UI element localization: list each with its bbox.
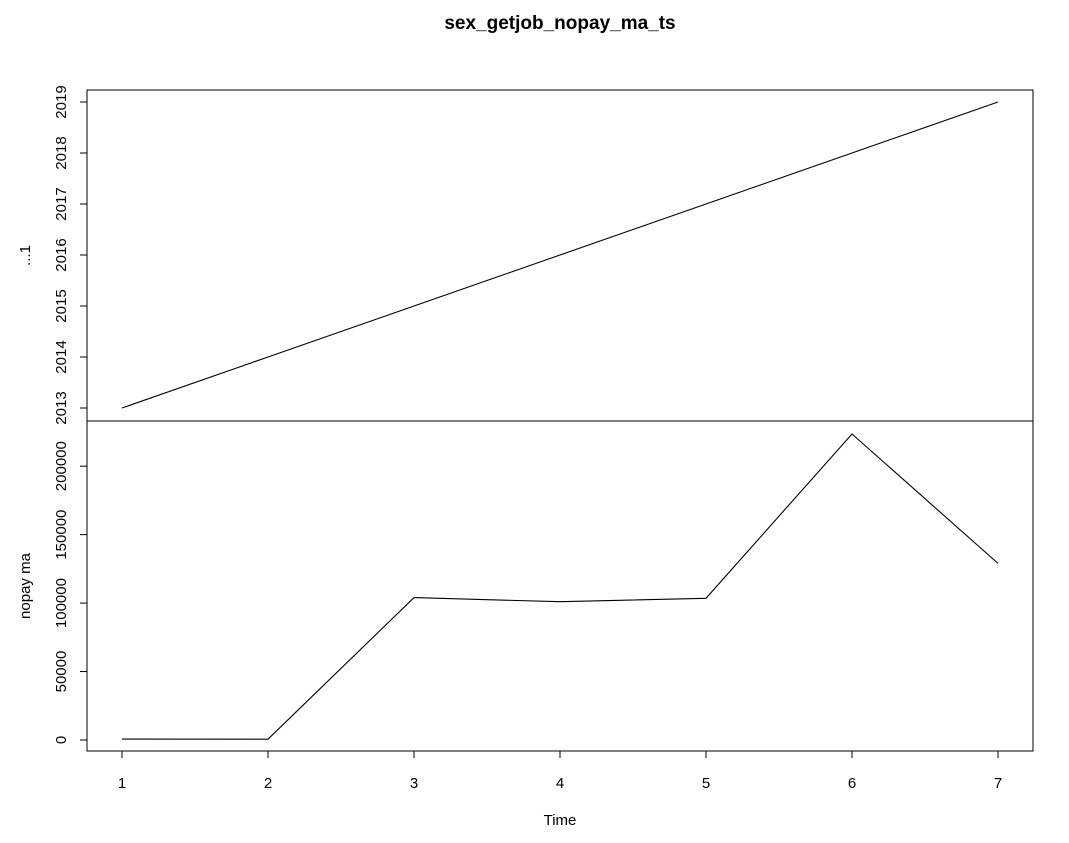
series-line-2 <box>121 433 999 740</box>
y-tick-label: 2019 <box>53 85 70 118</box>
y-axis-label: ...1 <box>17 245 34 266</box>
y-tick-label: 2017 <box>53 187 70 220</box>
y-tick-label: 2014 <box>53 340 70 373</box>
y-tick-label: 100000 <box>53 578 70 628</box>
x-tick-label: 4 <box>556 775 564 792</box>
x-tick-label: 6 <box>848 775 856 792</box>
x-tick-label: 2 <box>264 775 272 792</box>
x-tick-label: 7 <box>994 775 1002 792</box>
y-tick-label: 2018 <box>53 136 70 169</box>
y-tick-label: 50000 <box>53 651 70 693</box>
y-tick-label: 2016 <box>53 238 70 271</box>
y-tick-label: 2015 <box>53 289 70 322</box>
x-tick-label: 5 <box>702 775 710 792</box>
plot-area: 2013 2014 2015 2016 2017 2018 2019 ...1 0 50000 10… <box>17 85 1034 792</box>
series-line-1 <box>121 101 999 409</box>
x-axis-label: Time <box>544 812 577 829</box>
x-tick-label: 3 <box>410 775 418 792</box>
y-tick-label: 0 <box>53 736 70 744</box>
y-tick-label: 150000 <box>53 510 70 560</box>
y-tick-label: 2013 <box>53 391 70 424</box>
y-tick-label: 200000 <box>53 441 70 491</box>
y-axis-label: nopay ma <box>17 552 34 619</box>
chart-title: sex_getjob_nopay_ma_ts <box>444 13 675 34</box>
x-tick-label: 1 <box>118 775 126 792</box>
panel-2-frame <box>86 420 1034 752</box>
